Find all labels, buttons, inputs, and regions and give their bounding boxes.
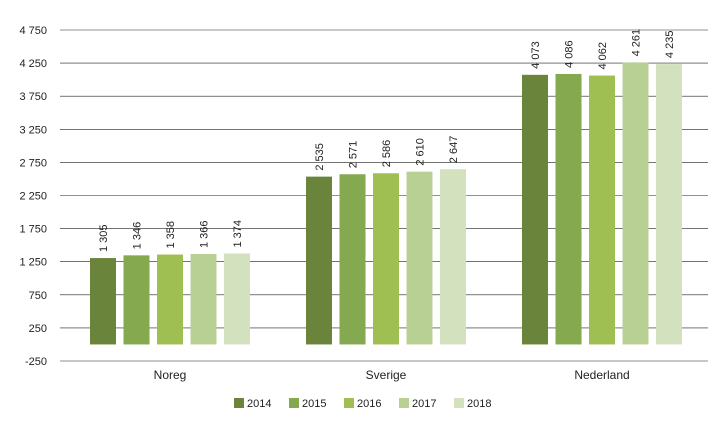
x-tick-label: Nederland bbox=[574, 368, 629, 382]
y-axis: -250 250 750 1 250 1 750 2 250 2 750 3 250 3 750… bbox=[19, 25, 47, 368]
y-tick-label: 750 bbox=[29, 290, 47, 302]
legend-label-2017: 2017 bbox=[412, 398, 436, 410]
y-tick-label: 4 250 bbox=[19, 58, 47, 70]
bar-sverige-2017 bbox=[406, 171, 433, 345]
data-label: 4 073 bbox=[530, 41, 542, 69]
y-tick-label: -250 bbox=[25, 356, 47, 368]
bar-sverige-2014 bbox=[306, 176, 332, 345]
data-label: 2 571 bbox=[348, 141, 360, 169]
bar-nederland-2018 bbox=[656, 64, 682, 345]
y-tick-label: 3 750 bbox=[19, 91, 47, 103]
bars bbox=[90, 62, 682, 345]
bar-noreg-2014 bbox=[90, 258, 116, 345]
bar-nederland-2016 bbox=[589, 75, 615, 345]
legend-swatch-2018 bbox=[454, 398, 464, 408]
legend-label-2016: 2016 bbox=[357, 398, 381, 410]
legend-swatch-2014 bbox=[234, 398, 244, 408]
x-axis: Noreg Sverige Nederland bbox=[154, 368, 630, 382]
bar-noreg-2016 bbox=[157, 254, 183, 345]
bar-nederland-2014 bbox=[522, 74, 548, 345]
data-label: 4 086 bbox=[564, 40, 576, 68]
legend-label-2018: 2018 bbox=[467, 398, 491, 410]
data-label: 2 647 bbox=[448, 136, 460, 164]
data-label: 1 358 bbox=[165, 221, 177, 249]
bar-sverige-2015 bbox=[339, 174, 366, 345]
legend-swatch-2015 bbox=[289, 398, 299, 408]
data-label: 2 610 bbox=[415, 138, 427, 166]
data-labels: 1 305 1 346 1 358 1 366 1 374 2 535 2 571 2 586… bbox=[98, 29, 676, 252]
data-label: 4 261 bbox=[631, 29, 643, 57]
data-label: 1 374 bbox=[232, 220, 244, 248]
y-tick-label: 3 250 bbox=[19, 124, 47, 136]
y-tick-label: 250 bbox=[29, 323, 47, 335]
data-label: 2 535 bbox=[314, 143, 326, 171]
bar-nederland-2015 bbox=[555, 73, 582, 345]
legend: 2014 2015 2016 2017 2018 bbox=[234, 398, 491, 410]
y-tick-label: 2 250 bbox=[19, 191, 47, 203]
data-label: 1 305 bbox=[98, 225, 110, 253]
bar-noreg-2015 bbox=[123, 255, 150, 345]
legend-swatch-2017 bbox=[399, 398, 409, 408]
bar-sverige-2018 bbox=[440, 169, 466, 345]
data-label: 4 062 bbox=[597, 42, 609, 70]
x-tick-label: Sverige bbox=[366, 368, 407, 382]
bar-nederland-2017 bbox=[622, 62, 649, 345]
data-label: 1 346 bbox=[132, 222, 144, 250]
legend-swatch-2016 bbox=[344, 398, 354, 408]
legend-label-2015: 2015 bbox=[302, 398, 326, 410]
data-label: 1 366 bbox=[199, 220, 211, 248]
y-tick-label: 2 750 bbox=[19, 157, 47, 169]
y-tick-label: 4 750 bbox=[19, 25, 47, 37]
data-label: 2 586 bbox=[381, 140, 393, 168]
data-label: 4 235 bbox=[664, 31, 676, 59]
x-tick-label: Noreg bbox=[154, 368, 187, 382]
y-tick-label: 1 750 bbox=[19, 224, 47, 236]
bar-sverige-2016 bbox=[373, 173, 399, 345]
y-tick-label: 1 250 bbox=[19, 257, 47, 269]
bar-noreg-2017 bbox=[190, 254, 217, 345]
legend-label-2014: 2014 bbox=[247, 398, 271, 410]
bar-noreg-2018 bbox=[224, 253, 250, 345]
